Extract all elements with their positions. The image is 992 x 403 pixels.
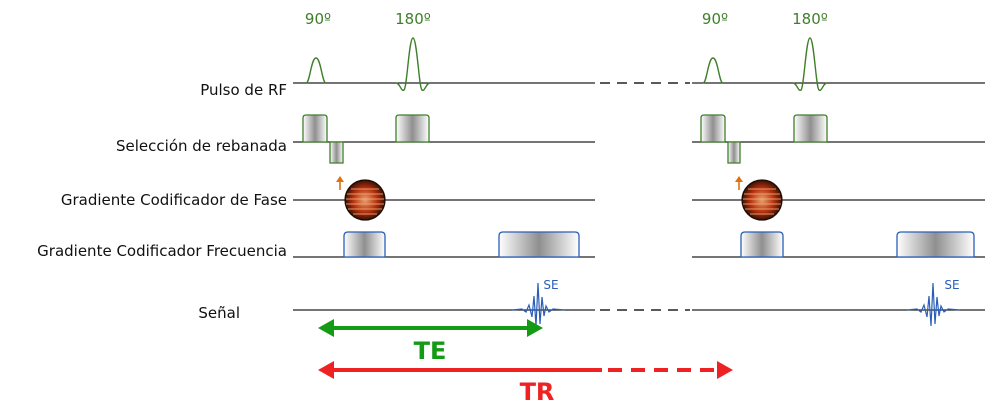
slice-refocus-lobe-second (727, 141, 741, 164)
tr-arrow (318, 361, 733, 379)
frequency-dephase-lobe-second (740, 231, 784, 258)
slice-gradient-180-second (793, 114, 828, 143)
spin-echo-signal-second (906, 282, 961, 327)
frequency-readout-lobe-second (896, 231, 975, 258)
pulse-180-label-second: 180º (792, 10, 828, 28)
slice-gradient-180-first (395, 114, 430, 143)
tr-label: TR (520, 378, 555, 403)
spin-echo-signal-first (511, 282, 566, 327)
spin-echo-label-second: SE (944, 278, 959, 292)
phase-ring-ball-first (344, 179, 386, 221)
rf-pulse-180-second (792, 37, 828, 91)
pulse-90-label-first: 90º (305, 10, 331, 28)
row-label-slice: Selección de rebanada (116, 137, 287, 155)
phase-encoding-table-second (735, 176, 783, 221)
baselines (293, 82, 985, 311)
pulse-180-label-first: 180º (395, 10, 431, 28)
te-arrow-head-left (318, 319, 334, 337)
frequency-readout-lobe-first (498, 231, 580, 258)
tr-arrow-head-left (318, 361, 334, 379)
row-label-phase: Gradiente Codificador de Fase (61, 191, 287, 209)
rf-pulse-90-first (305, 57, 327, 84)
phase-arrow-head-second (735, 176, 743, 182)
row-label-frequency: Gradiente Codificador Frecuencia (37, 242, 287, 260)
frequency-dephase-lobe-first (343, 231, 386, 258)
phase-arrow-head-first (336, 176, 344, 182)
spin-echo-label-first: SE (543, 278, 558, 292)
rf-pulse-180-first (395, 37, 431, 91)
pulse-90-label-second: 90º (702, 10, 728, 28)
rf-pulse-90-second (702, 57, 724, 84)
slice-gradient-90-second (700, 114, 726, 143)
slice-gradient-90-first (302, 114, 328, 143)
slice-refocus-lobe-first (329, 141, 344, 164)
row-label-rf: Pulso de RF (200, 81, 287, 99)
phase-encoding-table-first (336, 176, 386, 221)
row-label-signal: Señal (198, 304, 240, 322)
te-label: TE (414, 337, 447, 365)
te-arrow (318, 319, 543, 337)
phase-ring-ball-second (741, 179, 783, 221)
te-arrow-head-right (527, 319, 543, 337)
tr-arrow-head-right (717, 361, 733, 379)
